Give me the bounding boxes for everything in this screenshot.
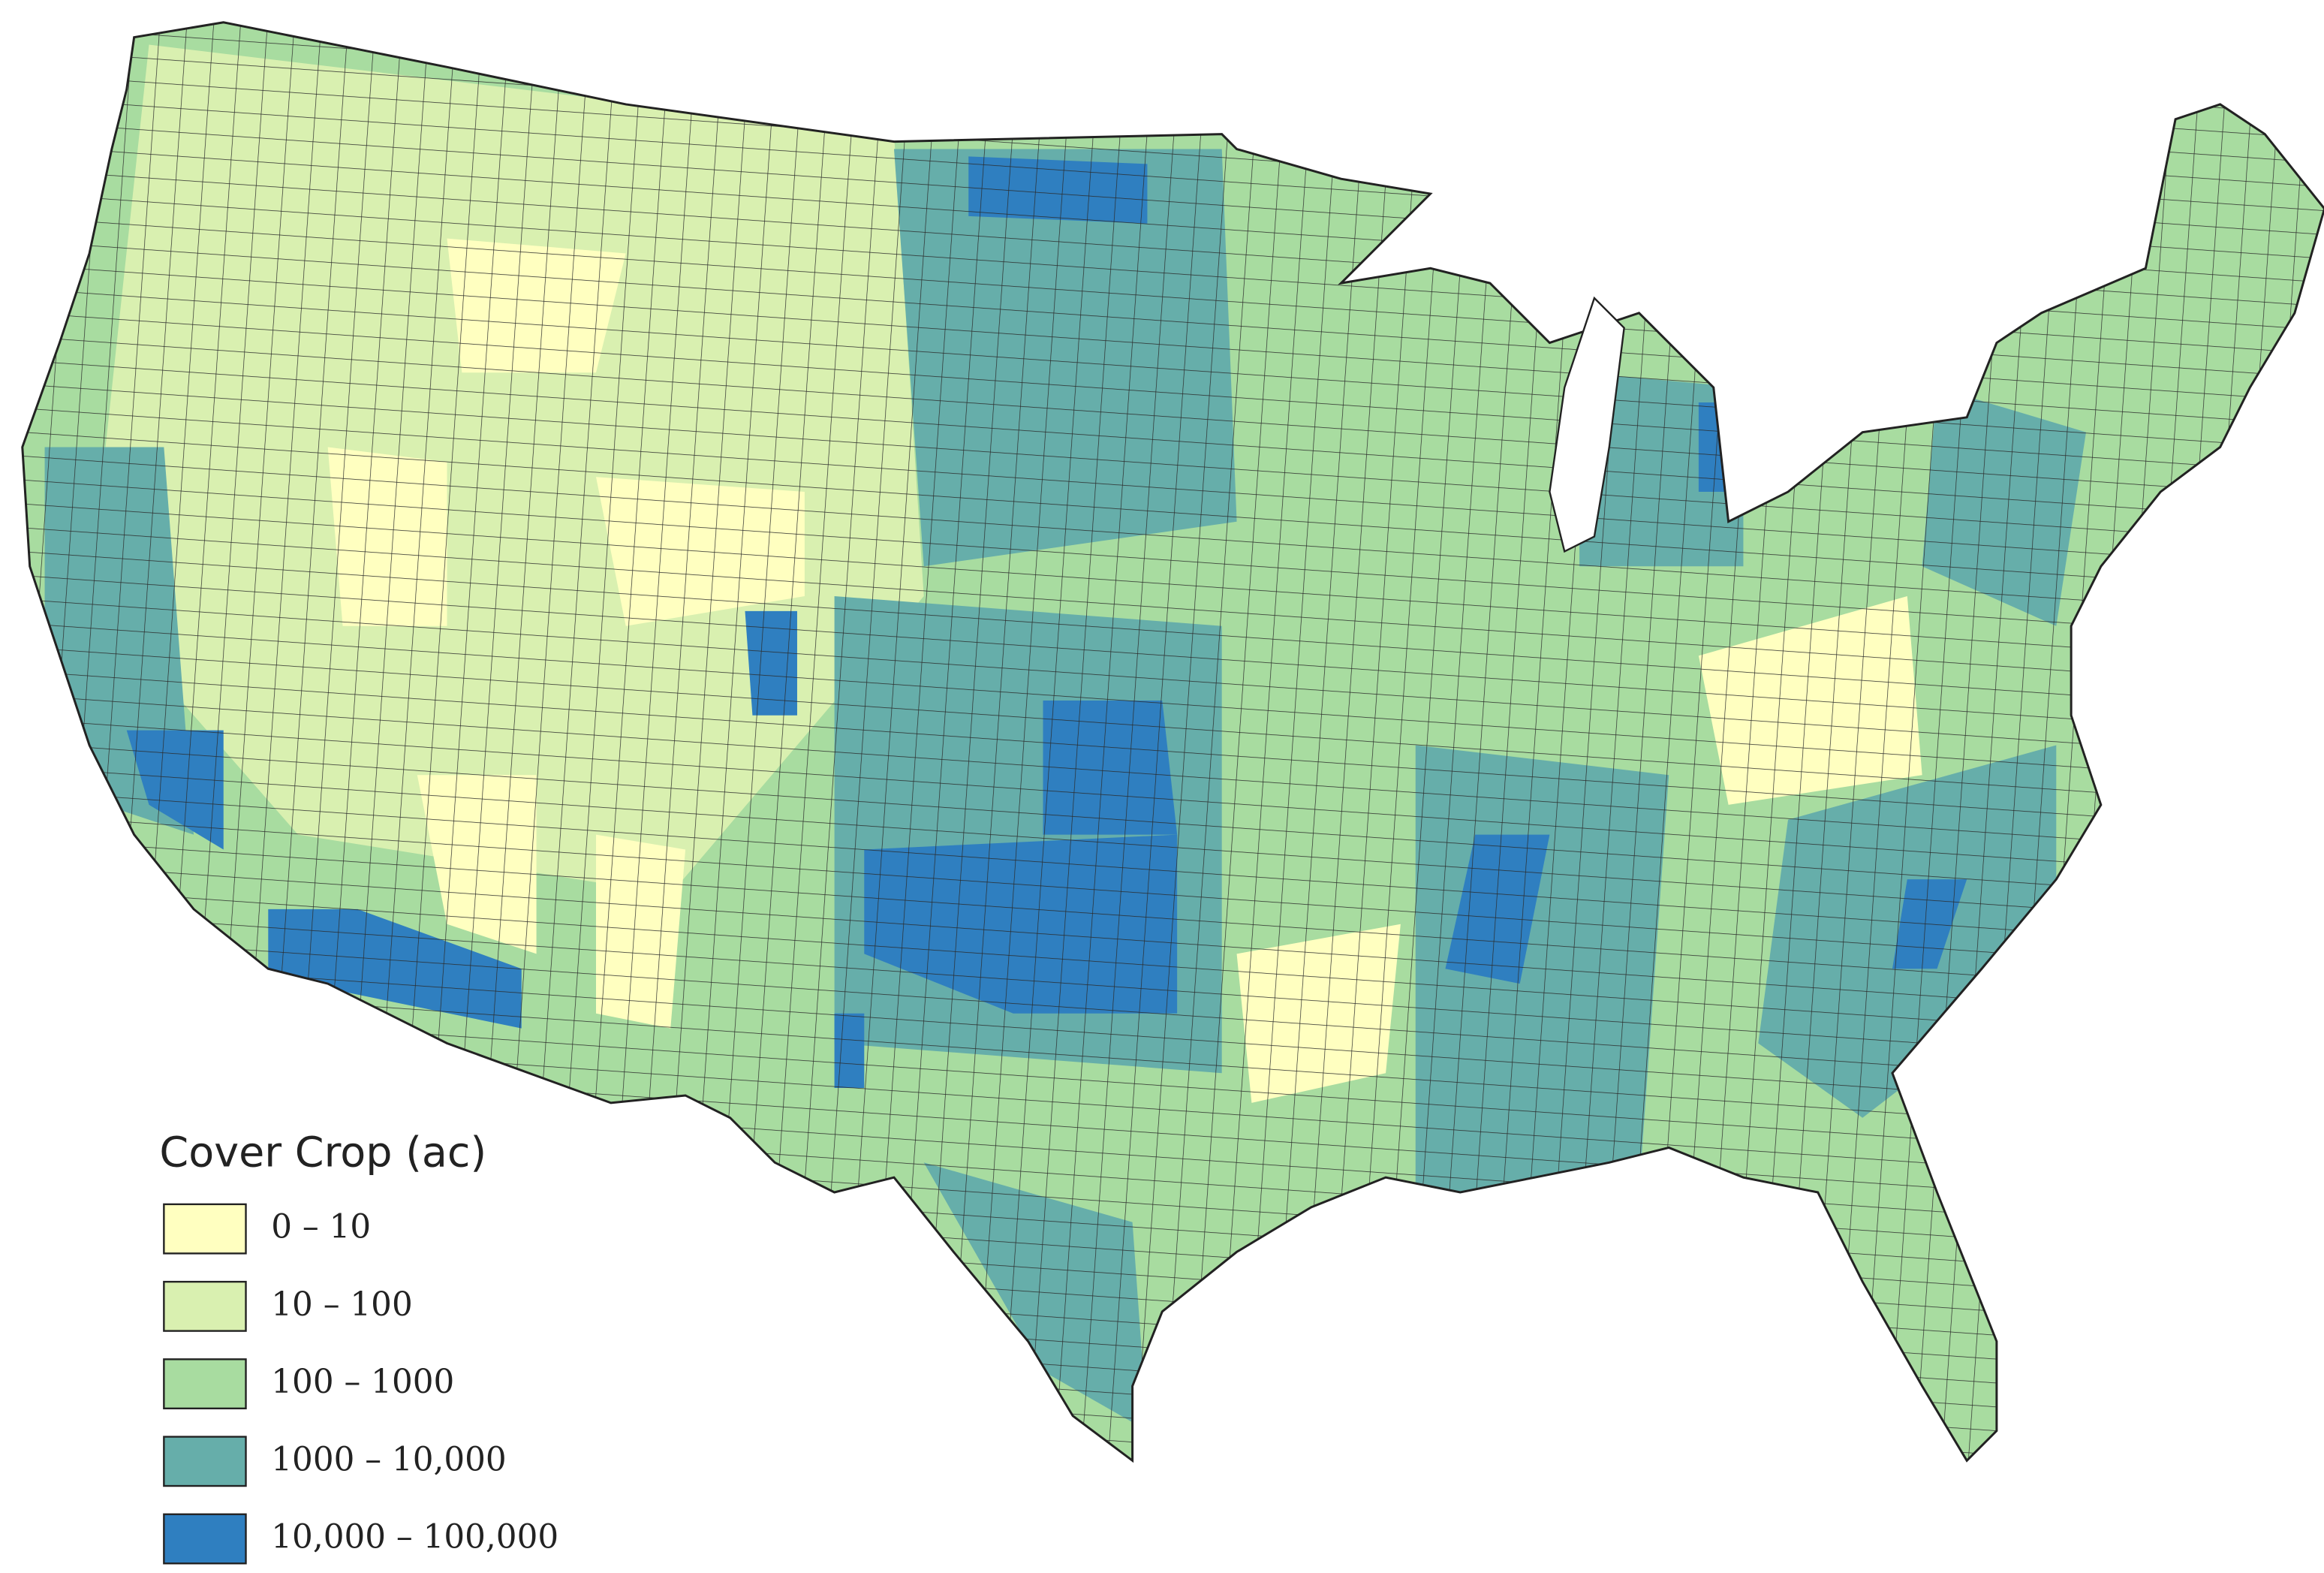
legend-label: 1000 – 10,000: [271, 1440, 506, 1478]
legend-label: 100 – 1000: [271, 1363, 454, 1401]
legend-title: Cover Crop (ac): [159, 1129, 486, 1177]
legend-label: 0 – 10: [271, 1208, 371, 1246]
legend-swatch: [163, 1358, 247, 1410]
legend-swatch: [163, 1280, 247, 1332]
legend-label: 10 – 100: [271, 1285, 412, 1324]
county-fill: [22, 22, 2324, 1461]
legend-swatch: [163, 1436, 247, 1487]
legend: Cover Crop (ac) 0 – 10 10 – 100 100 – 1000…: [159, 1129, 558, 1565]
lake: [1549, 296, 1625, 553]
legend-label: 10,000 – 100,000: [271, 1518, 558, 1556]
legend-swatch: [163, 1513, 247, 1565]
legend-swatch: [163, 1203, 247, 1255]
